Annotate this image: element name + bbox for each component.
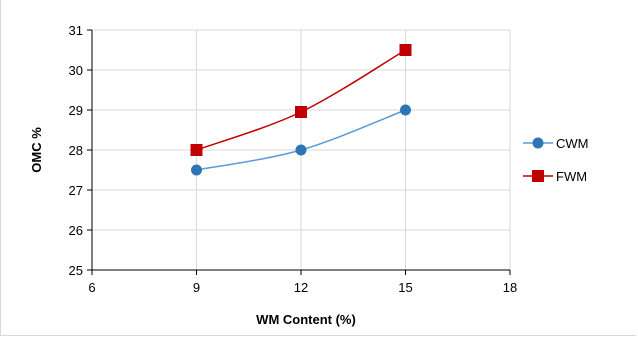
data-point-fwm (399, 44, 412, 56)
legend-label-fwm: FWM (556, 169, 587, 184)
y-tick-label: 31 (69, 23, 83, 38)
legend: CWM FWM (523, 136, 589, 184)
legend-item-cwm: CWM (523, 136, 589, 151)
x-tick-label: 18 (503, 280, 517, 295)
legend-marker-fwm (532, 170, 544, 182)
data-point-fwm (295, 106, 307, 118)
y-tick-label: 26 (69, 223, 83, 238)
series-layer (190, 44, 412, 176)
x-axis-label: WM Content (%) (256, 312, 356, 327)
y-tick-label: 25 (69, 263, 83, 278)
tick-labels: 6 9 12 15 18 25 26 27 28 29 30 31 (69, 23, 518, 295)
axes (87, 29, 511, 275)
data-point-cwm (400, 104, 411, 116)
y-tick-label: 28 (69, 143, 83, 158)
legend-label-cwm: CWM (556, 136, 589, 151)
x-tick-label: 6 (88, 280, 95, 295)
y-tick-label: 27 (69, 183, 83, 198)
y-tick-label: 30 (69, 63, 83, 78)
y-tick-label: 29 (69, 103, 83, 118)
data-point-cwm (191, 164, 202, 176)
series-fwm (190, 44, 412, 156)
x-tick-label: 15 (398, 280, 412, 295)
series-cwm (191, 104, 411, 176)
x-tick-label: 9 (193, 280, 200, 295)
legend-marker-cwm (532, 137, 544, 149)
data-point-fwm (190, 144, 203, 156)
data-point-cwm (295, 144, 307, 156)
x-tick-label: 12 (294, 280, 308, 295)
y-axis-label: OMC % (29, 127, 44, 173)
legend-item-fwm: FWM (523, 169, 587, 184)
